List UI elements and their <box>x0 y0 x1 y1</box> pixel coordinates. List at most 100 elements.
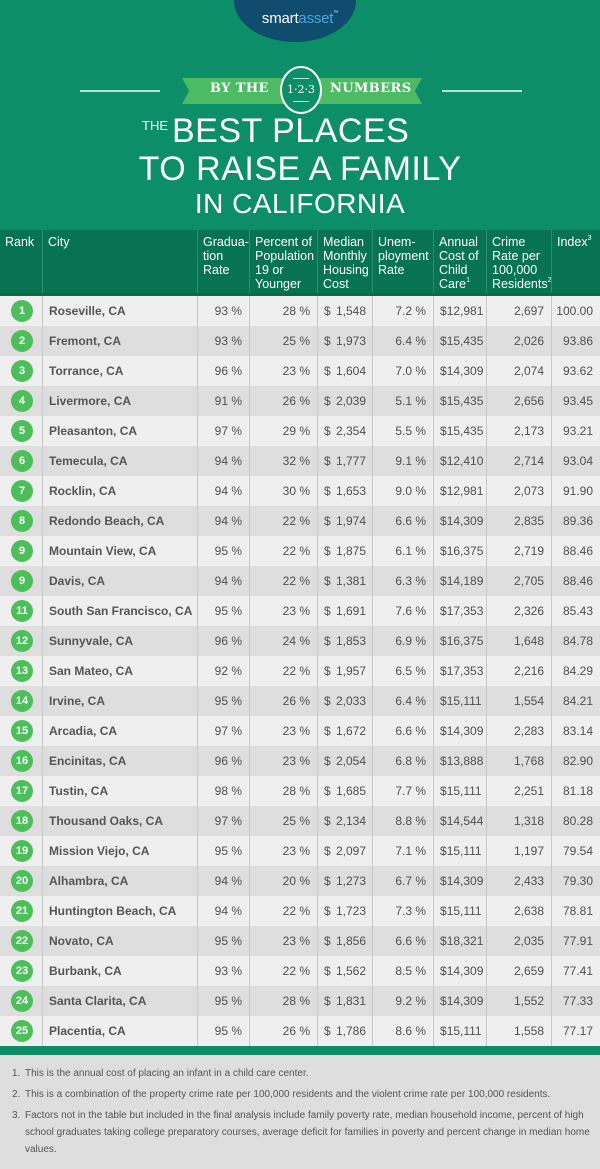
rank-cell: 9 <box>0 536 43 566</box>
page-title-line3: IN CALIFORNIA <box>194 188 406 219</box>
population-cell: 28 % <box>250 986 318 1016</box>
housing-cost-cell: $1,691 <box>318 596 373 626</box>
crime-rate-cell: 2,705 <box>487 566 552 596</box>
crime-rate-cell: 1,552 <box>487 986 552 1016</box>
child-care-cost-cell: $14,309 <box>434 956 487 986</box>
child-care-cost-cell: $14,309 <box>434 986 487 1016</box>
child-care-cost-cell: $16,375 <box>434 626 487 656</box>
table-row: 24 Santa Clarita, CA 95 % 28 % $1,831 9.2 % $1… <box>0 986 600 1016</box>
table-row: 11 South San Francisco, CA 95 % 23 % $1,691 7… <box>0 596 600 626</box>
housing-cost-cell: $1,273 <box>318 866 373 896</box>
index-cell: 93.04 <box>562 454 593 468</box>
child-care-cost-cell: $13,888 <box>434 746 487 776</box>
population-cell: 23 % <box>250 836 318 866</box>
crime-rate-cell: 2,659 <box>487 956 552 986</box>
housing-cost-cell: $2,039 <box>318 386 373 416</box>
graduation-rate-cell: 95 % <box>198 686 250 716</box>
population-cell: 25 % <box>250 806 318 836</box>
city-cell: Tustin, CA <box>43 776 198 806</box>
city-cell: Pleasanton, CA <box>43 416 198 446</box>
city-cell: Huntington Beach, CA <box>43 896 198 926</box>
crime-rate-cell: 2,251 <box>487 776 552 806</box>
column-header-city: City <box>43 230 198 293</box>
rank-cell: 23 <box>0 956 43 986</box>
city-cell: Burbank, CA <box>43 956 198 986</box>
city-cell: Alhambra, CA <box>43 866 198 896</box>
graduation-rate-cell: 92 % <box>198 656 250 686</box>
unemployment-rate-cell: 8.8 % <box>373 806 434 836</box>
table-row: 3 Torrance, CA 96 % 23 % $1,604 7.0 % $14,309 2… <box>0 356 600 386</box>
crime-rate-cell: 2,073 <box>487 476 552 506</box>
index-cell: 88.46 <box>562 574 593 588</box>
index-cell: 77.91 <box>562 934 593 948</box>
index-cell: 77.41 <box>562 964 593 978</box>
smartasset-logo: smartasset™ <box>0 10 600 27</box>
index-cell: 84.29 <box>562 664 593 678</box>
unemployment-rate-cell: 6.6 % <box>373 926 434 956</box>
population-cell: 23 % <box>250 746 318 776</box>
column-header-housing-cost: Median Monthly Housing Cost <box>318 230 373 293</box>
table-row: 23 Burbank, CA 93 % 22 % $1,562 8.5 % $14,309 2… <box>0 956 600 986</box>
population-cell: 20 % <box>250 866 318 896</box>
city-cell: South San Francisco, CA <box>43 596 198 626</box>
child-care-cost-cell: $14,309 <box>434 716 487 746</box>
rank-cell: 5 <box>0 416 43 446</box>
child-care-cost-cell: $14,189 <box>434 566 487 596</box>
graduation-rate-cell: 95 % <box>198 536 250 566</box>
rank-cell: 8 <box>0 506 43 536</box>
city-cell: Mountain View, CA <box>43 536 198 566</box>
city-cell: Mission Viejo, CA <box>43 836 198 866</box>
unemployment-rate-cell: 5.5 % <box>373 416 434 446</box>
rank-cell: 22 <box>0 926 43 956</box>
child-care-cost-cell: $15,435 <box>434 386 487 416</box>
rank-badge: 7 <box>11 480 33 502</box>
index-cell: 100.00 <box>556 304 593 318</box>
city-cell: Santa Clarita, CA <box>43 986 198 1016</box>
unemployment-rate-cell: 7.2 % <box>373 296 434 326</box>
column-header-rank: Rank <box>0 230 43 293</box>
column-header-graduation-rate: Gradua-tion Rate <box>198 230 250 293</box>
rank-cell: 14 <box>0 686 43 716</box>
graduation-rate-cell: 94 % <box>198 476 250 506</box>
page-title-line2: TO RAISE A FAMILY <box>138 150 462 188</box>
housing-cost-cell: $1,831 <box>318 986 373 1016</box>
population-cell: 22 % <box>250 896 318 926</box>
index-cell: 93.45 <box>562 394 593 408</box>
rank-cell: 18 <box>0 806 43 836</box>
population-cell: 23 % <box>250 596 318 626</box>
child-care-cost-cell: $17,353 <box>434 656 487 686</box>
city-cell: Livermore, CA <box>43 386 198 416</box>
index-cell: 93.86 <box>562 334 593 348</box>
graduation-rate-cell: 98 % <box>198 776 250 806</box>
unemployment-rate-cell: 6.8 % <box>373 746 434 776</box>
index-cell: 84.21 <box>562 694 593 708</box>
graduation-rate-cell: 95 % <box>198 986 250 1016</box>
housing-cost-cell: $2,134 <box>318 806 373 836</box>
graduation-rate-cell: 94 % <box>198 866 250 896</box>
unemployment-rate-cell: 7.0 % <box>373 356 434 386</box>
index-cell: 77.33 <box>562 994 593 1008</box>
table-row: 9 Davis, CA 94 % 22 % $1,381 6.3 % $14,189 2,70… <box>0 566 600 596</box>
housing-cost-cell: $1,974 <box>318 506 373 536</box>
city-cell: Thousand Oaks, CA <box>43 806 198 836</box>
footnote-1: 1. This is the annual cost of placing an … <box>12 1068 309 1079</box>
population-cell: 24 % <box>250 626 318 656</box>
rank-cell: 4 <box>0 386 43 416</box>
graduation-rate-cell: 97 % <box>198 806 250 836</box>
unemployment-rate-cell: 9.1 % <box>373 446 434 476</box>
graduation-rate-cell: 96 % <box>198 746 250 776</box>
crime-rate-cell: 2,283 <box>487 716 552 746</box>
housing-cost-cell: $1,957 <box>318 656 373 686</box>
rank-badge: 19 <box>11 840 33 862</box>
hero-header: smartasset™ BY THE 1·2·3 NUMBERS THE BES… <box>0 0 600 230</box>
city-cell: Fremont, CA <box>43 326 198 356</box>
child-care-cost-cell: $12,981 <box>434 476 487 506</box>
city-cell: Davis, CA <box>43 566 198 596</box>
table-row: 20 Alhambra, CA 94 % 20 % $1,273 6.7 % $14,309… <box>0 866 600 896</box>
housing-cost-cell: $1,856 <box>318 926 373 956</box>
column-header-unemployment-rate: Unem-ployment Rate <box>373 230 434 293</box>
unemployment-rate-cell: 9.2 % <box>373 986 434 1016</box>
rank-cell: 2 <box>0 326 43 356</box>
column-header-child-care-cost: Annual Cost of Child Care1 <box>434 230 487 293</box>
unemployment-rate-cell: 7.7 % <box>373 776 434 806</box>
